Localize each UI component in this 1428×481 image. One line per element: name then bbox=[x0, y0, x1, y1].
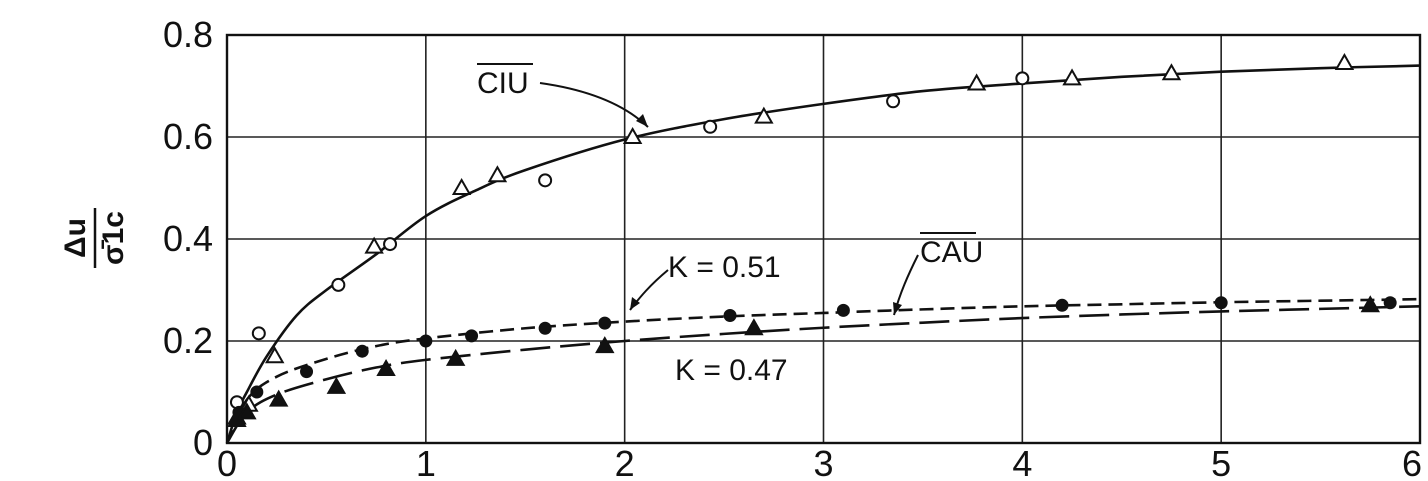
annotation-k051-arrowhead bbox=[630, 297, 640, 310]
y-axis-label-numerator: Δu bbox=[59, 218, 92, 258]
data-point-open-triangle bbox=[1161, 63, 1182, 81]
data-point-filled-circle bbox=[1055, 298, 1069, 312]
data-point-open-circle bbox=[538, 173, 553, 188]
y-tick-label: 0.6 bbox=[163, 116, 213, 157]
data-point-filled-circle bbox=[250, 385, 264, 399]
y-tick-label: 0 bbox=[193, 422, 213, 463]
data-point-open-circle bbox=[383, 237, 398, 252]
data-point-filled-triangle bbox=[445, 348, 466, 366]
data-point-open-triangle bbox=[451, 177, 472, 195]
data-point-filled-triangle bbox=[1360, 295, 1381, 313]
data-point-filled-circle bbox=[300, 365, 314, 379]
data-point-open-triangle bbox=[754, 106, 774, 124]
data-point-filled-circle bbox=[355, 344, 369, 358]
plot-frame bbox=[225, 33, 1422, 445]
x-tick-label: 6 bbox=[1402, 443, 1422, 481]
data-point-open-circle bbox=[1015, 71, 1030, 86]
curve-long-dash-curve bbox=[225, 305, 1421, 444]
curve-short-dash-curve bbox=[225, 297, 1421, 444]
annotation-ciu-arrowhead bbox=[636, 114, 648, 127]
annotation-ciu-arrow bbox=[539, 82, 649, 128]
y-tick-label: 0.2 bbox=[163, 320, 213, 361]
data-point-filled-triangle bbox=[326, 376, 347, 394]
data-point-open-circle bbox=[886, 94, 901, 109]
data-point-filled-triangle bbox=[376, 359, 396, 377]
data-point-open-circle bbox=[703, 119, 718, 134]
annotation-ciu-label: CIU bbox=[477, 67, 529, 100]
data-point-filled-triangle bbox=[595, 336, 615, 354]
data-point-open-triangle bbox=[364, 236, 384, 254]
y-axis-label: Δu σ̄1c bbox=[59, 208, 130, 268]
x-tick-label: 2 bbox=[615, 443, 635, 481]
x-tick-label: 5 bbox=[1211, 443, 1231, 481]
tick-labels: 0 1 2 3 4 5 6 0 0.2 0.4 0.6 0.8 bbox=[163, 14, 1422, 481]
data-point-filled-circle bbox=[598, 316, 612, 330]
annotation-k047: K = 0.47 bbox=[675, 354, 788, 387]
y-axis-label-denominator: σ̄1c bbox=[97, 211, 130, 265]
data-point-open-triangle bbox=[487, 165, 508, 183]
x-tick-label: 1 bbox=[416, 443, 436, 481]
annotation-k047-label: K = 0.47 bbox=[675, 354, 788, 387]
data-point-filled-circle bbox=[1214, 296, 1228, 310]
data-point-filled-circle bbox=[465, 329, 479, 343]
data-point-filled-triangle bbox=[744, 318, 764, 336]
data-point-open-triangle bbox=[1334, 53, 1355, 71]
data-point-filled-circle bbox=[419, 334, 433, 348]
data-point-open-triangle bbox=[966, 73, 987, 91]
grid bbox=[227, 35, 1420, 443]
data-point-filled-circle bbox=[723, 309, 737, 322]
data-point-open-triangle bbox=[264, 346, 285, 364]
curves bbox=[225, 64, 1421, 444]
data-point-open-triangle bbox=[622, 126, 643, 144]
y-tick-label: 0.4 bbox=[163, 218, 213, 259]
annotation-k051: K = 0.51 bbox=[629, 251, 781, 311]
x-tick-label: 3 bbox=[813, 443, 833, 481]
annotation-cau-arrowhead bbox=[893, 302, 902, 315]
data-point-filled-triangle bbox=[237, 402, 257, 420]
data-point-filled-triangle bbox=[268, 389, 289, 407]
annotation-k051-label: K = 0.51 bbox=[668, 251, 781, 284]
annotation-ciu: CIU bbox=[477, 63, 649, 128]
x-tick-label: 0 bbox=[217, 443, 237, 481]
annotation-cau-label: CAU bbox=[920, 236, 983, 269]
data-point-open-circle bbox=[251, 326, 266, 341]
data-point-filled-circle bbox=[1383, 296, 1397, 310]
annotation-cau: CAU bbox=[893, 232, 983, 316]
x-tick-label: 4 bbox=[1012, 443, 1032, 481]
data-point-open-circle bbox=[331, 277, 346, 292]
data-markers bbox=[227, 53, 1397, 428]
data-point-open-triangle bbox=[1062, 68, 1082, 86]
data-point-filled-circle bbox=[538, 321, 552, 335]
y-tick-label: 0.8 bbox=[163, 14, 213, 55]
curve-solid-curve bbox=[225, 64, 1421, 444]
data-point-filled-circle bbox=[836, 303, 850, 317]
